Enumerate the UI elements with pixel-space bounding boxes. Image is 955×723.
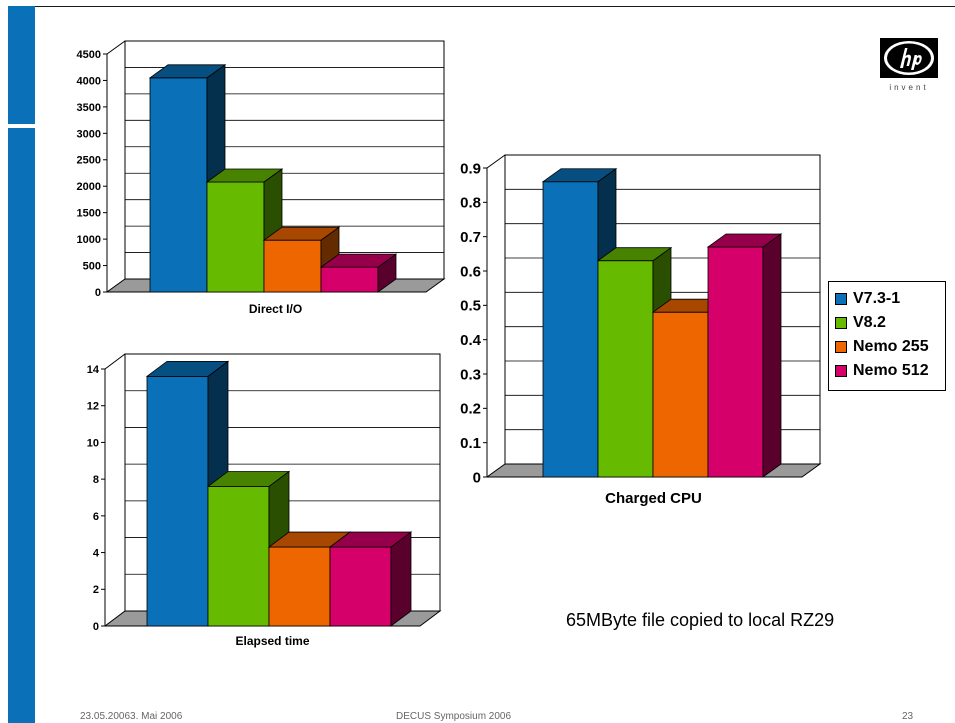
- side-bar-notch: [8, 124, 35, 128]
- legend-label: Nemo 255: [853, 338, 929, 355]
- y-tick-label: 0: [473, 469, 481, 486]
- y-tick-label: 0.7: [460, 229, 481, 246]
- y-tick-label: 0.5: [460, 298, 481, 315]
- legend-swatch: [835, 341, 847, 353]
- y-tick-label: 1000: [77, 234, 101, 246]
- chart-legend: V7.3-1 V8.2 Nemo 255 Nemo 512: [828, 281, 946, 391]
- legend-label: Nemo 512: [853, 362, 929, 379]
- top-rule: [8, 6, 955, 7]
- bar-top: [541, 168, 618, 183]
- y-tick-label: 0: [93, 621, 99, 633]
- bar: [319, 253, 398, 293]
- bar-top: [328, 531, 413, 548]
- bar: [706, 233, 783, 478]
- legend-label: V7.3-1: [853, 290, 901, 307]
- bar-front: [597, 260, 654, 478]
- y-tick-label: 0.9: [460, 160, 481, 177]
- bar-top: [206, 471, 291, 487]
- legend-item: Nemo 512: [829, 359, 945, 383]
- y-tick-label: 3500: [77, 102, 101, 114]
- bar-side: [762, 233, 782, 478]
- y-axis-top-edge: [486, 154, 506, 169]
- y-tick-label: 2000: [77, 181, 101, 193]
- legend-item: V8.2: [829, 311, 945, 335]
- y-axis-top-edge: [104, 353, 126, 370]
- chart-title: Direct I/O: [249, 302, 302, 316]
- bar-front: [206, 181, 265, 293]
- y-axis-top-edge: [106, 40, 126, 55]
- bar-top: [596, 247, 673, 262]
- hp-logo-icon: [880, 38, 938, 78]
- y-tick-label: 0.4: [460, 332, 482, 349]
- y-tick-label: 12: [87, 401, 99, 413]
- legend-item: Nemo 255: [829, 335, 945, 359]
- chart-title: Elapsed time: [235, 634, 309, 648]
- y-tick-label: 0.3: [460, 366, 481, 383]
- bar-front: [707, 246, 764, 478]
- bar-front: [268, 546, 331, 627]
- bar-front: [263, 239, 322, 293]
- legend-swatch: [835, 317, 847, 329]
- legend-item: V7.3-1: [829, 287, 945, 311]
- legend-label: V8.2: [853, 314, 886, 331]
- legend-swatch: [835, 293, 847, 305]
- y-tick-label: 10: [87, 437, 99, 449]
- y-tick-label: 14: [87, 364, 100, 376]
- y-tick-label: 1500: [77, 208, 101, 220]
- y-tick-label: 0.8: [460, 195, 481, 212]
- bar-top: [145, 360, 230, 377]
- y-tick-label: 0: [95, 287, 101, 299]
- footer-event: DECUS Symposium 2006: [396, 711, 512, 722]
- footer-page-number: 23: [902, 711, 914, 722]
- y-tick-label: 0.6: [460, 263, 481, 280]
- y-tick-label: 8: [93, 474, 99, 486]
- bar: [328, 531, 413, 627]
- y-tick-label: 4: [93, 548, 100, 560]
- y-tick-label: 0.2: [460, 401, 481, 418]
- bar-top: [706, 233, 783, 248]
- bar-top: [205, 168, 284, 183]
- bar-front: [329, 546, 392, 627]
- bar-top: [148, 64, 227, 79]
- y-tick-label: 4500: [77, 49, 101, 61]
- bar-front: [652, 311, 709, 478]
- y-tick-label: 0.1: [460, 435, 481, 452]
- bar-front: [542, 181, 599, 478]
- chart-title: Charged CPU: [605, 490, 702, 507]
- footer-date: 23.05.20063. Mai 2006: [80, 711, 183, 722]
- legend-swatch: [835, 365, 847, 377]
- slide-note: 65MByte file copied to local RZ29: [566, 610, 835, 630]
- y-tick-label: 6: [93, 511, 99, 523]
- y-tick-label: 3000: [77, 128, 101, 140]
- y-tick-label: 2500: [77, 155, 101, 167]
- bar-top: [262, 226, 341, 241]
- y-tick-label: 4000: [77, 75, 101, 87]
- y-tick-label: 2: [93, 584, 99, 596]
- logo-tagline: invent: [889, 83, 929, 92]
- y-tick-label: 500: [83, 261, 101, 273]
- bar: [262, 226, 341, 293]
- bar-top: [319, 253, 398, 268]
